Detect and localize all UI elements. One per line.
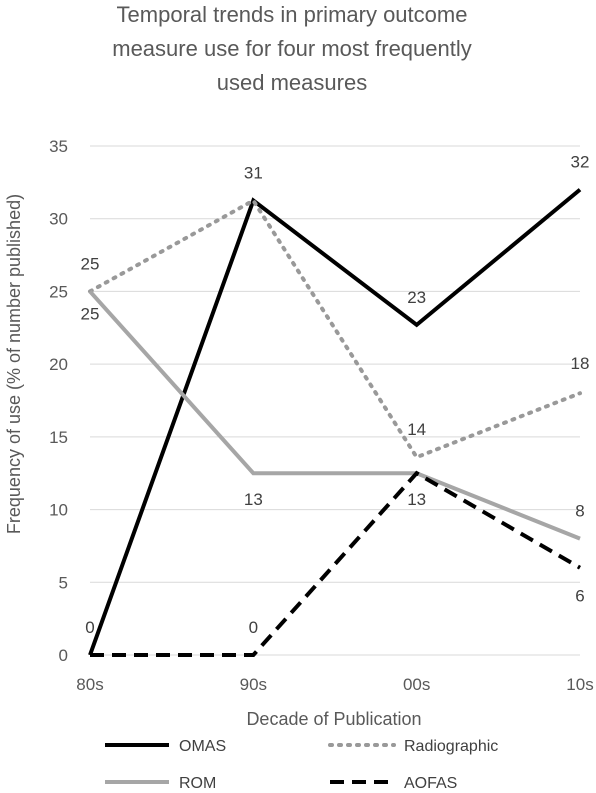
- y-tick-15: 15: [49, 428, 68, 447]
- y-tick-30: 30: [49, 210, 68, 229]
- data-label-radiographic-10s: 18: [571, 354, 590, 373]
- legend-label-radiographic: Radiographic: [404, 738, 498, 755]
- series-line-omas: [88, 188, 582, 656]
- data-label-omas-90s: 31: [244, 164, 263, 183]
- data-label-aofas-10s: 6: [575, 587, 584, 606]
- data-label-radiographic-80s: 25: [81, 254, 100, 273]
- chart-title-line-2: measure use for four most frequently: [112, 36, 472, 61]
- y-tick-5: 5: [59, 573, 68, 592]
- gridlines: [90, 145, 580, 656]
- data-label-omas-00s: 23: [407, 288, 426, 307]
- data-labels: 0 31 23 32 25 14 18 25 13 13 8 0 6: [81, 153, 590, 637]
- data-label-rom-00s: 13: [407, 490, 426, 509]
- x-tick-90s: 90s: [240, 675, 267, 694]
- chart-title-line-1: Temporal trends in primary outcome: [117, 2, 468, 27]
- x-axis-title: Decade of Publication: [246, 709, 421, 729]
- series-line-radiographic: [88, 197, 582, 460]
- data-label-radiographic-00s: 14: [407, 420, 426, 439]
- legend-label-omas: OMAS: [179, 738, 226, 755]
- x-tick-80s: 80s: [76, 675, 103, 694]
- y-axis-ticks: 0 5 10 15 20 25 30 35: [49, 137, 68, 665]
- x-axis-ticks: 80s 90s 00s 10s: [76, 675, 593, 694]
- y-tick-25: 25: [49, 282, 68, 301]
- series-line-rom: [88, 290, 581, 541]
- data-label-omas-80s: 0: [85, 618, 94, 637]
- data-label-omas-10s: 32: [571, 153, 590, 172]
- y-axis-title: Frequency of use (% of number published): [4, 194, 24, 534]
- chart-title: Temporal trends in primary outcome measu…: [112, 2, 472, 95]
- legend-label-rom: ROM: [179, 775, 216, 792]
- x-tick-10s: 10s: [566, 675, 593, 694]
- chart-title-line-3: used measures: [217, 70, 367, 95]
- data-label-rom-90s: 13: [244, 490, 263, 509]
- legend: OMAS Radiographic ROM AOFAS: [105, 738, 498, 792]
- data-label-aofas-90s: 0: [249, 618, 258, 637]
- y-tick-10: 10: [49, 501, 68, 520]
- data-label-rom-10s: 8: [575, 502, 584, 521]
- data-series: [88, 188, 582, 657]
- legend-label-aofas: AOFAS: [404, 775, 457, 792]
- y-tick-20: 20: [49, 355, 68, 374]
- y-tick-0: 0: [59, 646, 68, 665]
- data-label-rom-80s: 25: [81, 304, 100, 323]
- x-tick-00s: 00s: [403, 675, 430, 694]
- series-line-aofas: [90, 470, 582, 657]
- y-tick-35: 35: [49, 137, 68, 156]
